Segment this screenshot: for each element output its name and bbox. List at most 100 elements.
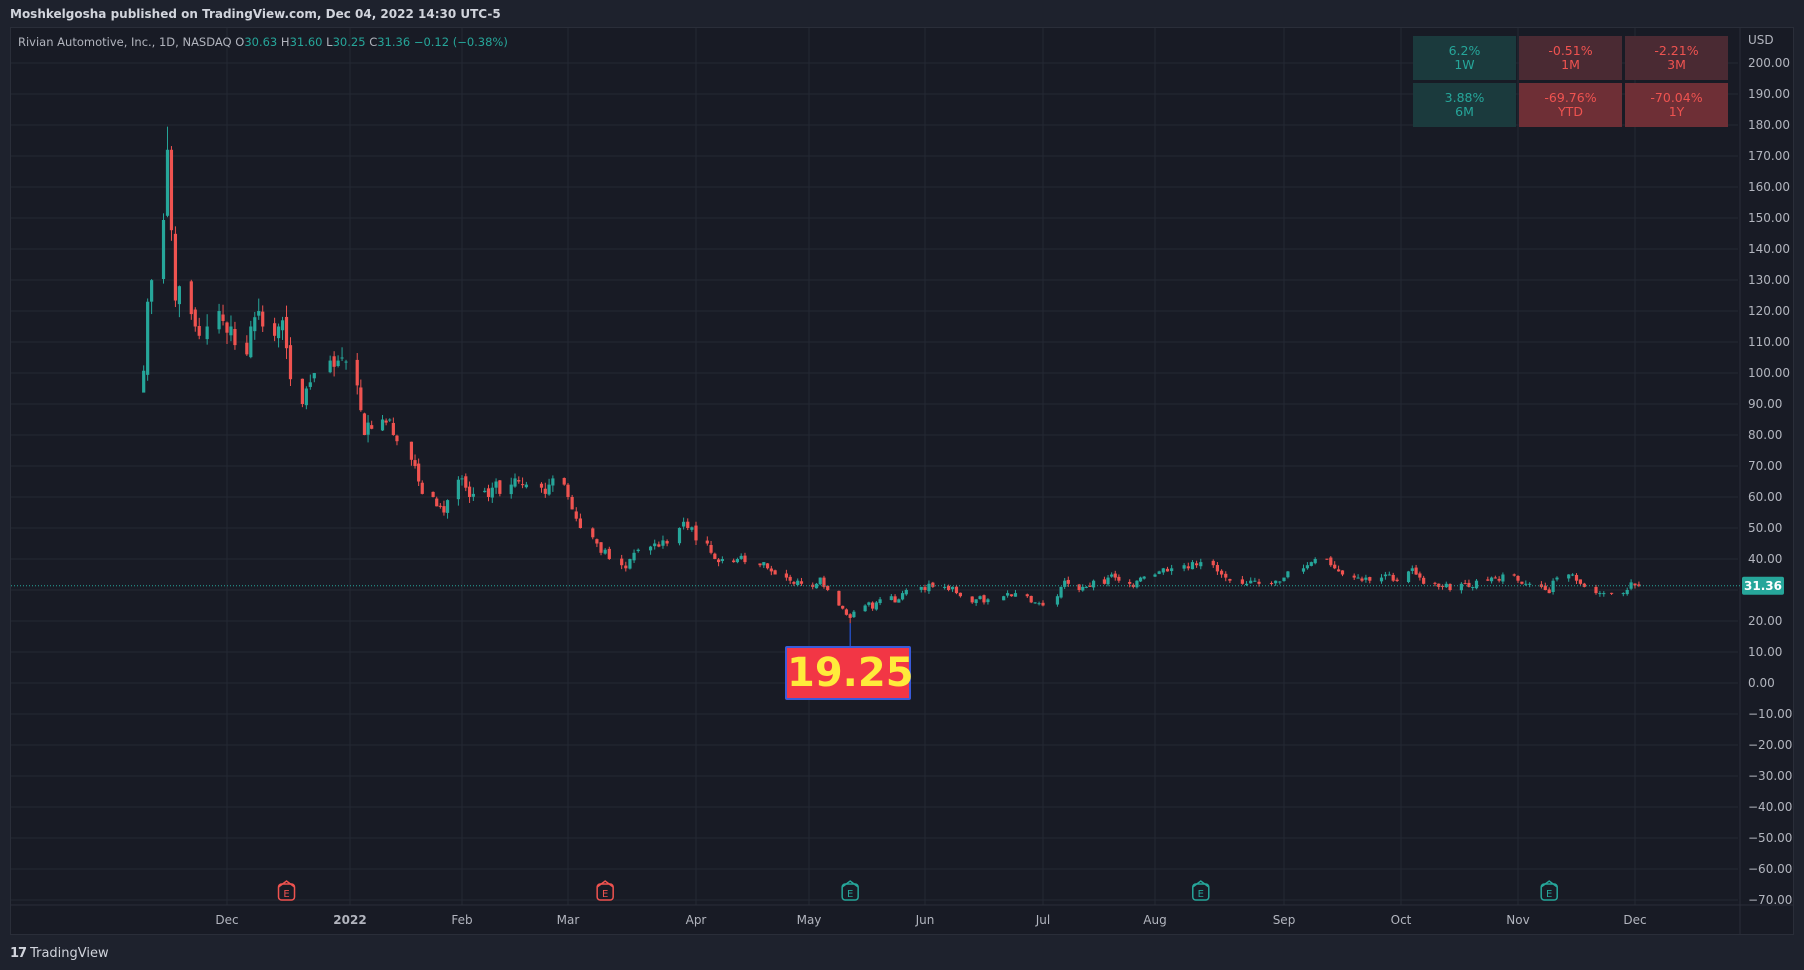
candle-body	[1106, 577, 1110, 585]
candle-body	[1006, 593, 1010, 596]
candle-body	[874, 602, 878, 610]
candle-body	[1379, 577, 1384, 582]
x-tick-label: 2022	[333, 913, 366, 927]
candle-body	[852, 611, 856, 618]
candle-body	[1444, 583, 1448, 588]
candle-body	[1391, 574, 1395, 581]
candle-body	[1325, 558, 1329, 560]
performance-value: -69.76%	[1544, 90, 1597, 105]
candle-body	[1215, 564, 1220, 572]
candle-body	[844, 609, 849, 615]
symbol-legend: Rivian Automotive, Inc., 1D, NASDAQ O30.…	[18, 35, 508, 49]
candle-body	[818, 577, 822, 585]
candle-body	[799, 581, 804, 584]
high-value: 31.60	[289, 35, 323, 49]
candle-body	[705, 540, 709, 544]
y-tick-label: 40.00	[1748, 552, 1782, 566]
candle-body	[1282, 577, 1286, 582]
candle-body	[1471, 586, 1475, 588]
candle-body	[739, 555, 743, 559]
candle-body	[841, 605, 845, 609]
candle-body	[467, 486, 472, 497]
candle-body	[520, 484, 525, 486]
candle-body	[1337, 569, 1341, 572]
chart-pane[interactable]	[10, 27, 1794, 935]
earnings-marker-roof	[596, 880, 614, 888]
candle-body	[792, 582, 796, 584]
candle-body	[1091, 580, 1096, 588]
candle-body	[442, 506, 446, 513]
last-price-label: 31.36	[1744, 579, 1782, 593]
candle-body	[1153, 574, 1157, 577]
candle-body	[871, 602, 875, 609]
candle-body	[498, 480, 502, 494]
performance-tile-3m: -2.21% 3M	[1625, 36, 1728, 80]
performance-period: 1M	[1561, 57, 1580, 72]
earnings-marker-label: E	[847, 889, 853, 900]
x-tick-label: Mar	[557, 913, 580, 927]
candle-body	[1547, 589, 1551, 594]
change-value: −0.12 (−0.38%)	[413, 35, 508, 49]
candle-body	[682, 521, 686, 527]
candle-body	[169, 149, 174, 231]
candle-body	[417, 463, 421, 482]
performance-value: 6.2%	[1448, 43, 1481, 58]
y-tick-label: −30.00	[1748, 769, 1792, 783]
performance-value: -2.21%	[1654, 43, 1699, 58]
candle-body	[362, 413, 367, 435]
tradingview-logo[interactable]: 17 TradingView	[10, 946, 109, 961]
candle-body	[732, 560, 736, 563]
candle-body	[384, 420, 388, 423]
candle-body	[1625, 590, 1629, 595]
candle-body	[661, 540, 665, 546]
earnings-marker-roof	[1540, 880, 1558, 888]
candle-body	[524, 484, 528, 488]
candle-body	[717, 559, 721, 563]
y-tick-label: 200.00	[1748, 56, 1790, 70]
candle-body	[720, 559, 724, 562]
candle-body	[974, 599, 978, 604]
y-tick-label: −20.00	[1748, 738, 1792, 752]
candle-body	[1474, 580, 1479, 589]
low-label: L	[326, 35, 333, 49]
candle-body	[1602, 593, 1606, 595]
y-tick-label: 100.00	[1748, 366, 1790, 380]
candle-body	[1128, 581, 1132, 584]
candle-body	[648, 546, 653, 551]
candle-body	[413, 460, 417, 466]
candle-body	[366, 422, 370, 435]
candle-body	[769, 568, 773, 572]
candle-body	[848, 614, 852, 618]
candle-body	[788, 576, 792, 581]
candle-body	[1459, 583, 1463, 591]
candle-body	[276, 326, 281, 339]
candle-body	[822, 577, 826, 587]
candle-body	[359, 387, 363, 411]
performance-tile-1w: 6.2% 1W	[1413, 36, 1516, 80]
candle-body	[1637, 584, 1641, 586]
low-price-annotation[interactable]: 19.25	[785, 646, 914, 700]
candle-body	[1253, 580, 1257, 582]
candle-body	[1244, 583, 1249, 586]
candle-body	[919, 586, 923, 590]
candle-body	[460, 478, 464, 480]
candle-body	[435, 498, 439, 507]
candle-body	[229, 326, 233, 336]
candle-body	[1278, 581, 1282, 583]
candle-body	[1437, 583, 1441, 587]
candle-body	[1135, 580, 1139, 588]
candle-body	[1524, 583, 1528, 585]
candle-body	[762, 562, 766, 566]
x-tick-label: May	[797, 913, 822, 927]
candle-body	[1387, 574, 1391, 576]
earnings-marker-label: E	[283, 889, 289, 900]
candle-body	[713, 553, 717, 559]
candle-body	[1066, 579, 1070, 584]
performance-tile-1y: -70.04% 1Y	[1625, 83, 1728, 127]
candle-body	[308, 382, 312, 387]
candle-body	[1211, 560, 1215, 566]
candle-body	[1574, 574, 1579, 581]
candle-body	[1467, 582, 1471, 587]
y-tick-label: 140.00	[1748, 242, 1790, 256]
